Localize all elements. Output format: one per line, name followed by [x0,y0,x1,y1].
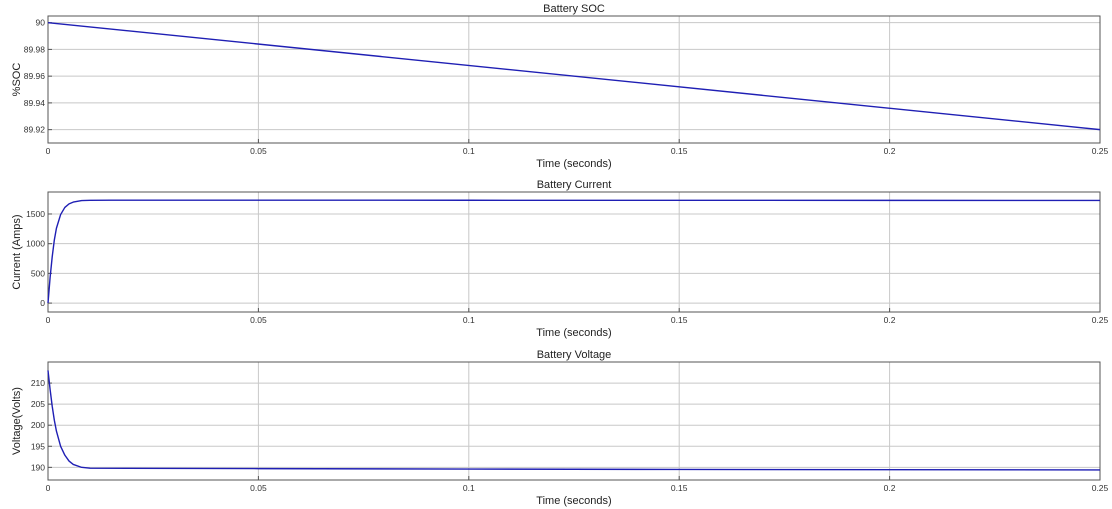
x-tick-label: 0.25 [1092,483,1109,493]
x-tick-label: 0 [46,315,51,325]
x-tick-label: 0.05 [250,483,267,493]
chart-title: Battery Current [537,179,612,191]
y-tick-label: 90 [36,18,46,28]
y-tick-label: 89.96 [24,71,46,81]
x-axis-label: Time (seconds) [536,495,611,507]
x-tick-label: 0.15 [671,483,688,493]
plot-area [47,191,1101,313]
x-tick-label: 0.15 [671,146,688,156]
y-tick-label: 89.94 [24,98,46,108]
plot-frame [47,361,1101,481]
y-tick-label: 89.98 [24,44,46,54]
x-tick-label: 0.1 [463,146,475,156]
y-tick-label: 89.92 [24,125,46,135]
x-tick-label: 0.05 [250,146,267,156]
y-tick-label: 1500 [26,209,45,219]
y-tick-label: 190 [31,462,45,472]
plot-area [47,15,1101,144]
x-tick-label: 0.05 [250,315,267,325]
chart-panel-2: 0 0.05 0.1 0.15 0.2 0.25 190 195 200 205 210 Batter… [11,349,1109,507]
y-tick-label: 205 [31,399,45,409]
y-axis-label: Current (Amps) [11,214,23,289]
x-tick-label: 0 [46,483,51,493]
y-tick-label: 210 [31,378,45,388]
chart-title: Battery Voltage [537,349,612,361]
y-tick-label: 200 [31,420,45,430]
series-line [47,199,1101,304]
x-tick-label: 0.1 [463,315,475,325]
x-tick-label: 0 [46,146,51,156]
plot-frame [47,15,1101,144]
y-axis-label: %SOC [11,63,23,97]
y-axis-label: Voltage(Volts) [11,387,23,455]
x-tick-label: 0.15 [671,315,688,325]
y-tick-label: 500 [31,268,45,278]
y-tick-label: 195 [31,441,45,451]
x-tick-label: 0.1 [463,483,475,493]
plot-area [47,361,1101,481]
x-tick-label: 0.2 [884,315,896,325]
series-line [47,21,1101,131]
x-tick-label: 0.25 [1092,146,1109,156]
chart-title: Battery SOC [543,3,605,15]
y-tick-label: 1000 [26,239,45,249]
x-axis-label: Time (seconds) [536,158,611,170]
chart-panel-1: 0 0.05 0.1 0.15 0.2 0.25 0 500 1000 1500 Battery C… [11,179,1109,339]
y-tick-label: 0 [40,298,45,308]
x-axis-label: Time (seconds) [536,327,611,339]
chart-panel-0: 0 0.05 0.1 0.15 0.2 0.25 89.92 89.94 89.96 89.98 9… [11,3,1109,170]
plot-frame [47,191,1101,313]
x-tick-label: 0.2 [884,146,896,156]
x-tick-label: 0.2 [884,483,896,493]
series-line [47,370,1101,471]
x-tick-label: 0.25 [1092,315,1109,325]
